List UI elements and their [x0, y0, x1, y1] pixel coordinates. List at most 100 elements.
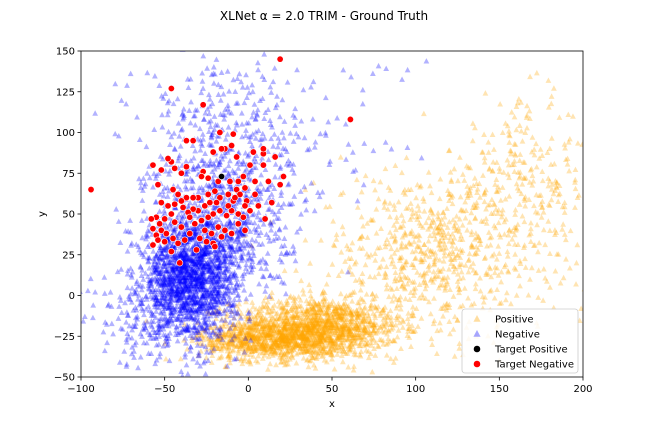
positive-point	[327, 334, 334, 340]
positive-point	[258, 316, 264, 323]
positive-point	[472, 249, 479, 256]
positive-point	[310, 328, 317, 334]
positive-point	[325, 304, 332, 311]
positive-point	[339, 330, 346, 337]
positive-point	[392, 322, 399, 328]
positive-point	[352, 332, 358, 338]
positive-point	[316, 324, 323, 330]
positive-point	[363, 317, 370, 324]
positive-point	[539, 152, 546, 158]
positive-point	[456, 275, 463, 282]
positive-point	[545, 77, 552, 83]
positive-point	[464, 194, 471, 200]
positive-point	[361, 298, 367, 305]
positive-point	[325, 271, 332, 278]
positive-point	[289, 314, 296, 321]
positive-point	[283, 342, 290, 349]
positive-point	[572, 204, 578, 210]
positive-point	[281, 305, 288, 312]
positive-point	[513, 103, 520, 109]
positive-point	[382, 271, 389, 277]
positive-point	[226, 344, 232, 351]
positive-point	[408, 241, 415, 247]
negative-point	[217, 273, 224, 280]
positive-point	[496, 250, 503, 256]
negative-point	[173, 264, 179, 271]
positive-point	[413, 210, 419, 216]
positive-point	[309, 304, 315, 310]
positive-point	[314, 334, 321, 340]
positive-point	[292, 303, 299, 310]
positive-point	[366, 318, 373, 325]
positive-point	[382, 270, 389, 276]
positive-point	[246, 342, 253, 348]
positive-point	[338, 309, 344, 315]
positive-point	[339, 323, 346, 329]
positive-point	[434, 327, 441, 334]
positive-point	[251, 333, 258, 340]
positive-point	[351, 348, 358, 354]
positive-point	[250, 353, 256, 359]
positive-point	[269, 343, 275, 349]
positive-point	[426, 262, 433, 268]
positive-point	[291, 299, 298, 305]
positive-point	[204, 335, 211, 342]
positive-point	[515, 95, 522, 102]
positive-point	[313, 342, 319, 349]
positive-point	[300, 355, 307, 361]
positive-point	[317, 337, 324, 343]
positive-point	[310, 343, 317, 349]
positive-point	[361, 310, 368, 316]
positive-point	[314, 309, 320, 316]
positive-point	[337, 328, 344, 335]
negative-point	[162, 338, 169, 345]
positive-point	[264, 332, 270, 338]
positive-point	[349, 331, 356, 337]
positive-point	[548, 161, 554, 167]
positive-point	[310, 322, 316, 328]
positive-point	[479, 149, 486, 155]
positive-point	[408, 230, 415, 237]
positive-point	[312, 301, 319, 307]
positive-point	[306, 326, 313, 333]
positive-point	[313, 317, 320, 323]
positive-point	[340, 300, 347, 307]
positive-point	[283, 297, 290, 304]
positive-point	[398, 268, 405, 275]
positive-point	[420, 110, 427, 117]
positive-point	[245, 343, 252, 349]
positive-point	[337, 309, 344, 316]
positive-point	[274, 326, 281, 333]
positive-point	[246, 342, 253, 348]
positive-point	[277, 334, 283, 341]
positive-point	[417, 222, 424, 228]
positive-point	[280, 338, 287, 344]
positive-point	[285, 331, 292, 338]
positive-point	[421, 198, 427, 204]
negative-point	[164, 317, 171, 324]
positive-point	[308, 336, 315, 343]
positive-point	[317, 335, 323, 342]
positive-point	[345, 345, 352, 351]
positive-point	[284, 342, 290, 348]
positive-point	[195, 352, 202, 358]
positive-point	[278, 359, 284, 365]
positive-point	[527, 73, 533, 80]
positive-point	[490, 200, 497, 207]
positive-point	[305, 347, 312, 353]
positive-point	[440, 302, 447, 308]
positive-point	[502, 261, 509, 268]
positive-point	[238, 341, 244, 348]
positive-point	[272, 329, 279, 336]
positive-point	[231, 336, 238, 342]
positive-point	[308, 325, 315, 331]
positive-point	[235, 306, 242, 312]
positive-point	[325, 306, 332, 312]
positive-point	[293, 321, 300, 327]
positive-point	[436, 257, 443, 263]
positive-point	[409, 309, 416, 315]
positive-point	[247, 323, 254, 330]
positive-point	[535, 248, 541, 255]
positive-point	[495, 207, 502, 213]
negative-point	[166, 215, 173, 221]
